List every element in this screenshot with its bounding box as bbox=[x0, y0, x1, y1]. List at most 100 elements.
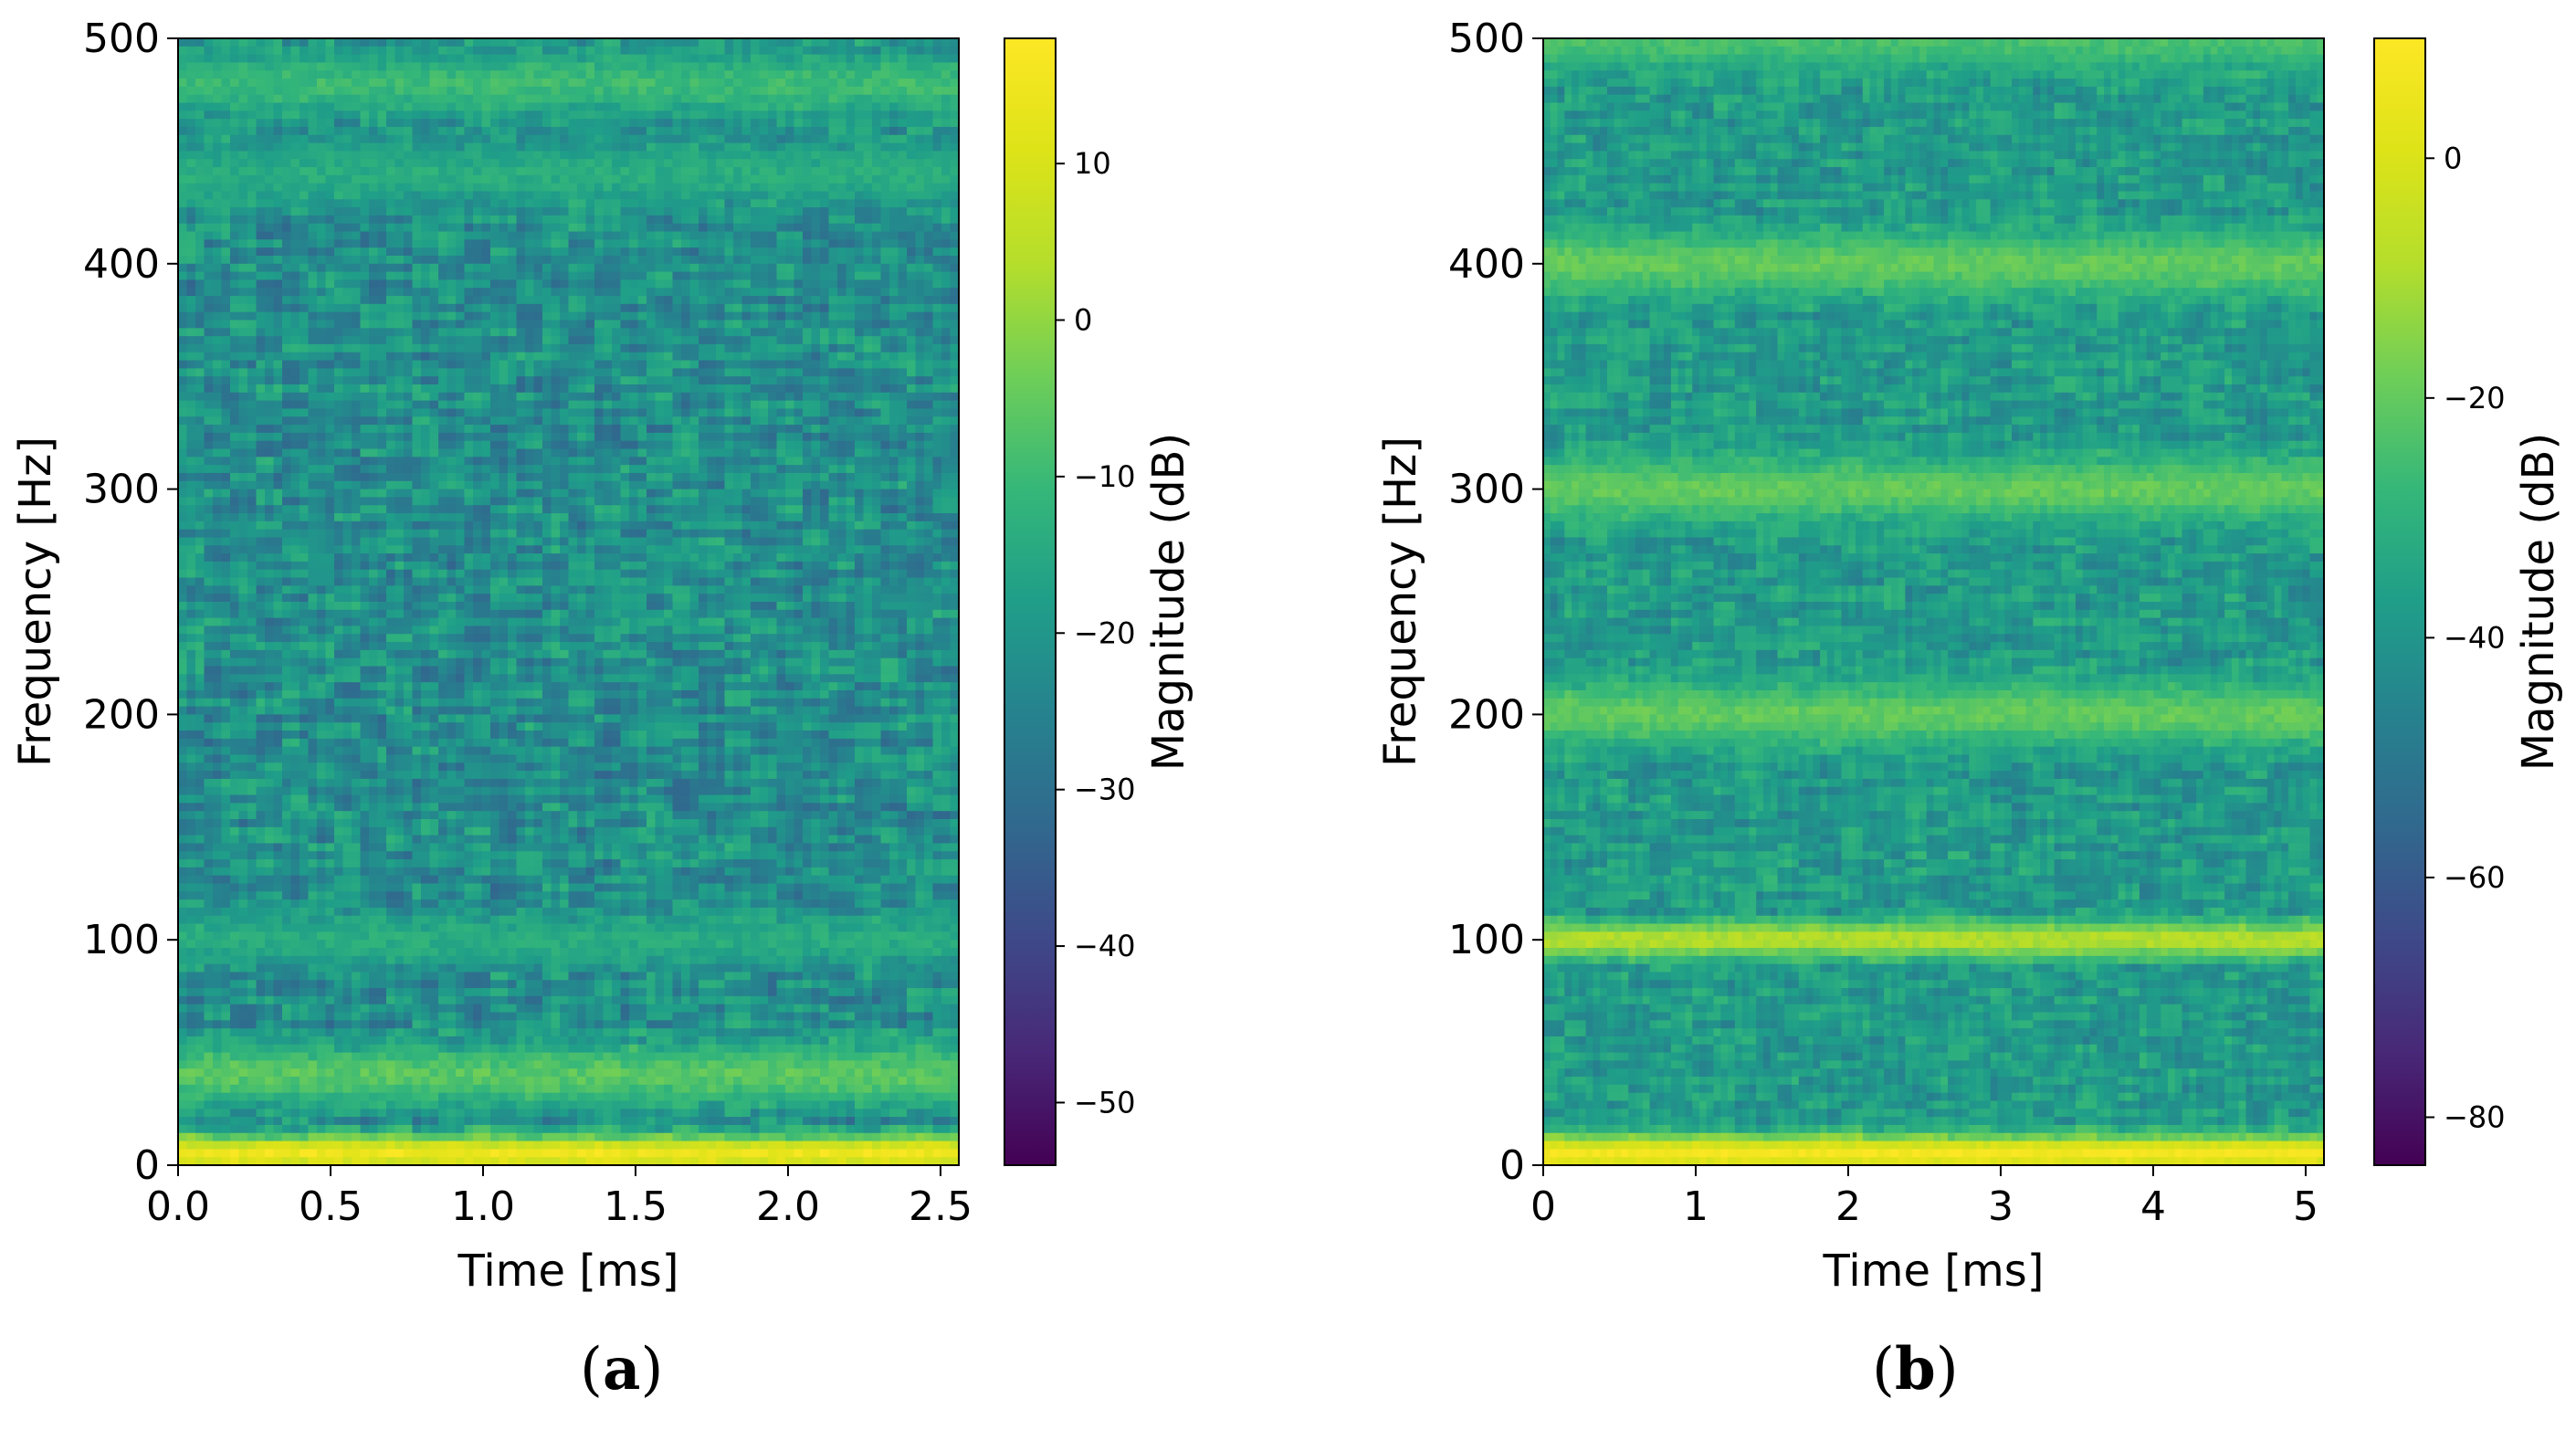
heatmap-cell bbox=[899, 95, 908, 103]
heatmap-cell bbox=[708, 110, 717, 119]
heatmap-cell bbox=[230, 103, 239, 111]
heatmap-cell bbox=[907, 87, 916, 95]
heatmap-cell bbox=[499, 55, 509, 63]
heatmap-cell bbox=[300, 103, 309, 111]
heatmap-cell bbox=[725, 62, 734, 70]
heatmap-cell bbox=[829, 87, 838, 95]
heatmap-cell bbox=[629, 38, 638, 47]
heatmap-cell bbox=[326, 47, 335, 55]
heatmap-cell bbox=[230, 79, 239, 87]
heatmap-cell bbox=[517, 87, 526, 95]
heatmap-cell bbox=[751, 87, 760, 95]
heatmap-cell bbox=[430, 95, 439, 103]
heatmap-cell bbox=[569, 38, 578, 47]
heatmap-cell bbox=[586, 135, 595, 143]
heatmap-cell bbox=[525, 127, 534, 135]
heatmap-cell bbox=[447, 119, 457, 127]
heatmap-cell bbox=[768, 38, 777, 47]
heatmap-cell bbox=[872, 103, 881, 111]
heatmap-cell bbox=[534, 79, 543, 87]
heatmap-cell bbox=[673, 47, 682, 55]
heatmap-cell bbox=[343, 55, 352, 63]
heatmap-cell bbox=[803, 62, 812, 70]
heatmap-cell bbox=[604, 38, 613, 47]
heatmap-cell bbox=[239, 95, 248, 103]
heatmap-cell bbox=[525, 119, 534, 127]
heatmap-cell bbox=[829, 47, 838, 55]
heatmap-cell bbox=[274, 79, 283, 87]
heatmap-cell bbox=[716, 119, 725, 127]
heatmap-cell bbox=[916, 47, 925, 55]
heatmap-cell bbox=[456, 110, 465, 119]
heatmap-cell bbox=[604, 119, 613, 127]
heatmap-cell bbox=[586, 38, 595, 47]
heatmap-cell bbox=[421, 135, 430, 143]
heatmap-cell bbox=[647, 87, 656, 95]
heatmap-cell bbox=[577, 79, 586, 87]
heatmap-cell bbox=[430, 110, 439, 119]
heatmap-cell bbox=[820, 62, 829, 70]
heatmap-cell bbox=[733, 38, 742, 47]
heatmap-cell bbox=[361, 127, 370, 135]
heatmap-cell bbox=[864, 87, 873, 95]
heatmap-cell bbox=[413, 119, 422, 127]
heatmap-cell bbox=[482, 95, 491, 103]
heatmap-cell bbox=[594, 119, 604, 127]
heatmap-cell bbox=[577, 95, 586, 103]
heatmap-cell bbox=[534, 87, 543, 95]
heatmap-cell bbox=[352, 79, 361, 87]
heatmap-cell bbox=[846, 110, 856, 119]
heatmap-cell bbox=[195, 95, 205, 103]
heatmap-cell bbox=[742, 119, 752, 127]
heatmap-cell bbox=[395, 135, 405, 143]
heatmap-cell bbox=[785, 103, 794, 111]
heatmap-cell bbox=[239, 87, 248, 95]
heatmap-cell bbox=[274, 127, 283, 135]
heatmap-cell bbox=[239, 55, 248, 63]
heatmap-cell bbox=[777, 103, 786, 111]
heatmap-cell bbox=[465, 95, 474, 103]
heatmap-cell bbox=[552, 70, 561, 79]
heatmap-cell bbox=[621, 127, 630, 135]
heatmap-cell bbox=[205, 103, 214, 111]
heatmap-cell bbox=[604, 87, 613, 95]
heatmap-cell bbox=[690, 38, 699, 47]
heatmap-cell bbox=[681, 103, 690, 111]
heatmap-cell bbox=[195, 55, 205, 63]
heatmap-cell bbox=[699, 87, 708, 95]
heatmap-cell bbox=[621, 110, 630, 119]
heatmap-cell bbox=[699, 38, 708, 47]
heatmap-cell bbox=[594, 87, 604, 95]
heatmap-cell bbox=[864, 70, 873, 79]
heatmap-cell bbox=[378, 87, 387, 95]
heatmap-cell bbox=[699, 47, 708, 55]
heatmap-cell bbox=[430, 127, 439, 135]
heatmap-cell bbox=[881, 55, 890, 63]
heatmap-cell bbox=[586, 62, 595, 70]
heatmap-cell bbox=[247, 70, 257, 79]
heatmap-cell bbox=[872, 38, 881, 47]
heatmap-cell bbox=[473, 87, 482, 95]
heatmap-cell bbox=[482, 62, 491, 70]
heatmap-cell bbox=[413, 70, 422, 79]
heatmap-cell bbox=[899, 103, 908, 111]
heatmap-cell bbox=[933, 70, 942, 79]
heatmap-cell bbox=[855, 103, 864, 111]
heatmap-cell bbox=[413, 110, 422, 119]
heatmap-cell bbox=[742, 38, 752, 47]
heatmap-cell bbox=[542, 95, 552, 103]
heatmap-cell bbox=[820, 103, 829, 111]
heatmap-cell bbox=[941, 87, 951, 95]
heatmap-cell bbox=[656, 47, 665, 55]
heatmap-cell bbox=[447, 87, 457, 95]
heatmap-cell bbox=[768, 127, 777, 135]
heatmap-cell bbox=[621, 62, 630, 70]
heatmap-cell bbox=[499, 47, 509, 55]
heatmap-cell bbox=[456, 95, 465, 103]
heatmap-cell bbox=[239, 38, 248, 47]
heatmap-cell bbox=[751, 95, 760, 103]
heatmap-cell bbox=[933, 119, 942, 127]
heatmap-cell bbox=[465, 110, 474, 119]
heatmap-cell bbox=[534, 127, 543, 135]
heatmap-cell bbox=[785, 95, 794, 103]
